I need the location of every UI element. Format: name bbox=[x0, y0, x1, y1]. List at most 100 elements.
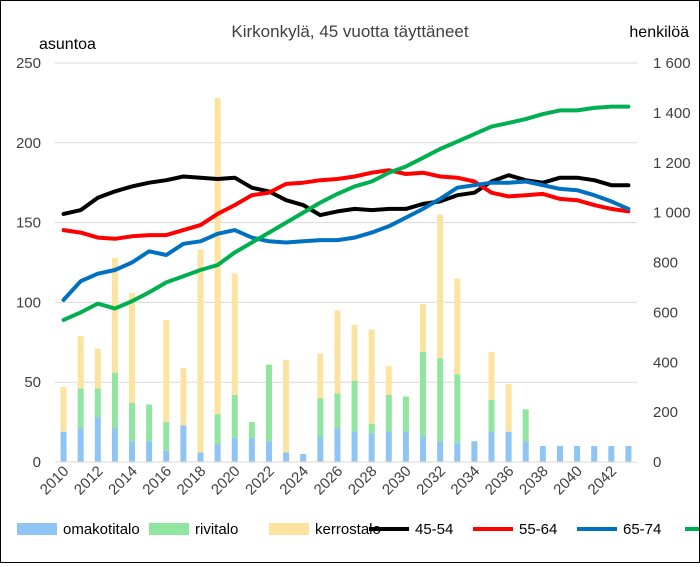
bar-kerrostalo bbox=[454, 278, 461, 375]
legend-swatch-omakotitalo bbox=[17, 523, 57, 535]
bar-kerrostalo bbox=[488, 351, 495, 400]
x-tick-label: 2026 bbox=[311, 463, 347, 499]
bar-omakotitalo bbox=[60, 431, 67, 462]
x-tick-label: 2042 bbox=[585, 463, 621, 499]
bar-omakotitalo bbox=[437, 441, 444, 462]
right-tick-label: 1 600 bbox=[653, 55, 691, 72]
bar-omakotitalo bbox=[385, 431, 392, 462]
legend-swatch-rivitalo bbox=[149, 523, 189, 535]
bar-omakotitalo bbox=[625, 446, 632, 462]
bar-omakotitalo bbox=[111, 428, 118, 462]
bar-kerrostalo bbox=[129, 292, 136, 403]
bar-kerrostalo bbox=[231, 273, 238, 395]
bar-rivitalo bbox=[214, 414, 221, 445]
bar-omakotitalo bbox=[574, 446, 581, 462]
right-axis-label: henkilöä bbox=[629, 24, 689, 41]
bar-rivitalo bbox=[94, 388, 101, 418]
bar-kerrostalo bbox=[437, 214, 444, 359]
legend-label-65-74: 65-74 bbox=[623, 521, 661, 538]
right-tick-label: 0 bbox=[653, 454, 661, 471]
bar-kerrostalo bbox=[163, 319, 170, 423]
left-tick-label: 50 bbox=[24, 374, 41, 391]
bar-omakotitalo bbox=[591, 446, 598, 462]
x-tick-label: 2032 bbox=[413, 463, 449, 499]
left-tick-label: 250 bbox=[16, 55, 41, 72]
bar-rivitalo bbox=[231, 394, 238, 439]
bar-kerrostalo bbox=[94, 348, 101, 389]
x-tick-label: 2038 bbox=[516, 463, 552, 499]
bar-rivitalo bbox=[163, 422, 170, 451]
x-tick-label: 2022 bbox=[242, 463, 278, 499]
bar-rivitalo bbox=[420, 351, 427, 437]
bar-kerrostalo bbox=[60, 386, 67, 432]
x-tick-label: 2028 bbox=[345, 463, 381, 499]
gridlines bbox=[55, 62, 637, 383]
bar-omakotitalo bbox=[163, 450, 170, 462]
legend-label-45-54: 45-54 bbox=[415, 521, 453, 538]
left-tick-label: 200 bbox=[16, 135, 41, 152]
bar-omakotitalo bbox=[402, 431, 409, 462]
x-tick-label: 2036 bbox=[482, 463, 518, 499]
legend: omakotitalo rivitalo kerrostalo 45-54 55-64 6… bbox=[17, 521, 700, 538]
bar-rivitalo bbox=[488, 399, 495, 432]
right-tick-label: 400 bbox=[653, 354, 678, 371]
bar-kerrostalo bbox=[180, 367, 187, 426]
right-tick-label: 800 bbox=[653, 255, 678, 272]
x-tick-label: 2030 bbox=[379, 463, 415, 499]
bar-omakotitalo bbox=[351, 431, 358, 462]
bar-rivitalo bbox=[368, 423, 375, 434]
legend-swatch-kerrostalo bbox=[269, 523, 309, 535]
bar-rivitalo bbox=[351, 380, 358, 432]
line-75- bbox=[61, 104, 631, 322]
bar-kerrostalo bbox=[385, 366, 392, 395]
bar-omakotitalo bbox=[77, 428, 84, 462]
bar-omakotitalo bbox=[471, 441, 478, 462]
bar-series bbox=[60, 98, 632, 462]
bar-omakotitalo bbox=[94, 417, 101, 462]
left-axis-label: asuntoa bbox=[39, 36, 96, 53]
bar-rivitalo bbox=[454, 374, 461, 443]
x-tick-label: 2018 bbox=[174, 463, 210, 499]
bar-omakotitalo bbox=[420, 436, 427, 462]
bar-omakotitalo bbox=[146, 441, 153, 462]
x-tick-label: 2010 bbox=[37, 463, 73, 499]
bar-omakotitalo bbox=[214, 444, 221, 462]
bar-omakotitalo bbox=[129, 441, 136, 462]
bar-omakotitalo bbox=[505, 431, 512, 462]
bar-rivitalo bbox=[146, 404, 153, 442]
right-tick-label: 1 000 bbox=[653, 205, 691, 222]
bar-rivitalo bbox=[129, 402, 136, 442]
x-tick-label: 2012 bbox=[71, 463, 107, 499]
line-55-64 bbox=[61, 168, 631, 241]
right-tick-label: 1 400 bbox=[653, 105, 691, 122]
line-series bbox=[61, 104, 631, 322]
bar-omakotitalo bbox=[608, 446, 615, 462]
x-tick-label: 2040 bbox=[550, 463, 586, 499]
bar-omakotitalo bbox=[197, 452, 204, 462]
legend-label-kerrostalo: kerrostalo bbox=[315, 521, 381, 538]
bar-kerrostalo bbox=[351, 324, 358, 381]
bar-kerrostalo bbox=[283, 359, 290, 453]
bar-omakotitalo bbox=[454, 442, 461, 462]
bar-omakotitalo bbox=[539, 446, 546, 462]
left-tick-label: 0 bbox=[33, 454, 41, 471]
bar-omakotitalo bbox=[488, 431, 495, 462]
bar-kerrostalo bbox=[214, 98, 221, 415]
bar-kerrostalo bbox=[420, 303, 427, 352]
legend-label-55-64: 55-64 bbox=[519, 521, 557, 538]
x-tick-label: 2034 bbox=[448, 463, 484, 499]
bar-kerrostalo bbox=[111, 257, 118, 373]
x-tick-label: 2014 bbox=[105, 463, 141, 499]
bar-rivitalo bbox=[265, 364, 272, 442]
bar-rivitalo bbox=[248, 422, 255, 439]
legend-label-omakotitalo: omakotitalo bbox=[63, 521, 140, 538]
bar-kerrostalo bbox=[505, 383, 512, 432]
bar-rivitalo bbox=[111, 372, 118, 429]
legend-label-rivitalo: rivitalo bbox=[195, 521, 238, 538]
bar-omakotitalo bbox=[317, 436, 324, 462]
bar-omakotitalo bbox=[283, 452, 290, 462]
bar-rivitalo bbox=[317, 398, 324, 437]
x-tick-label: 2016 bbox=[139, 463, 175, 499]
bar-kerrostalo bbox=[334, 310, 341, 394]
